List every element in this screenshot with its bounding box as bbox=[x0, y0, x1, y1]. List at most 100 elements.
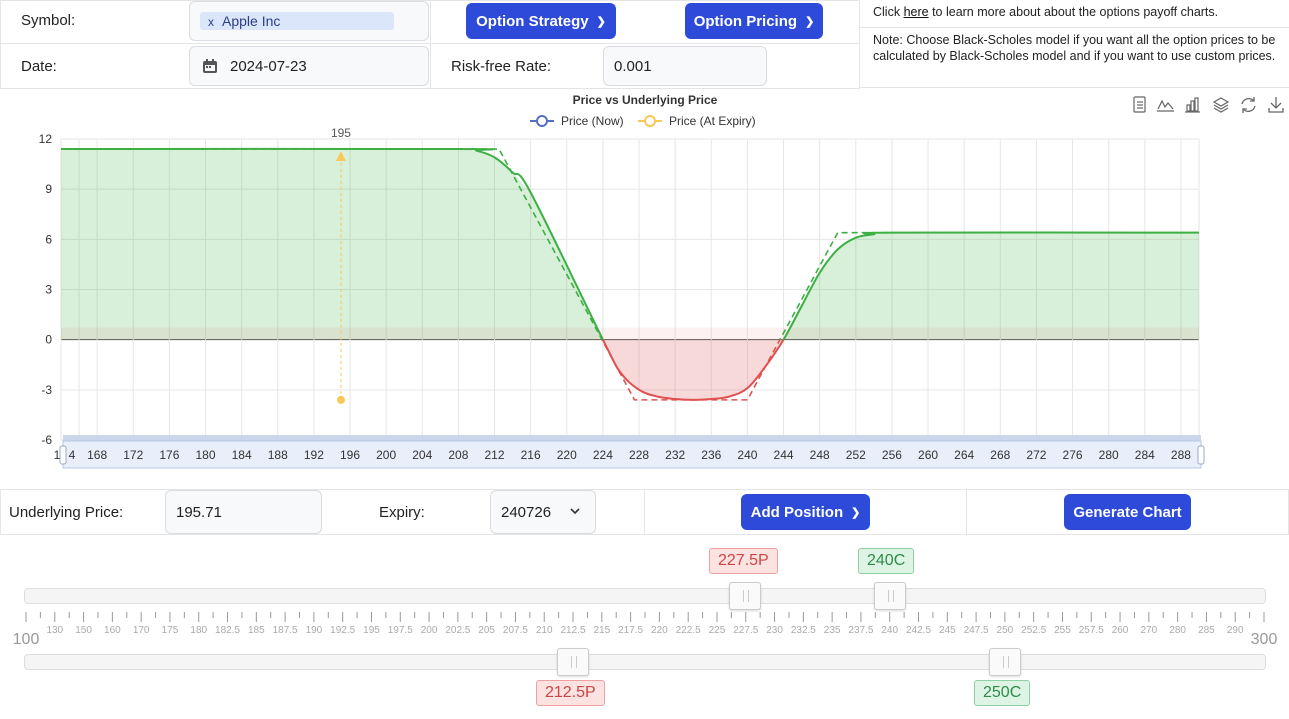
price-marker-label: 195 bbox=[331, 126, 351, 140]
info-post: to learn more about about the options pa… bbox=[928, 5, 1219, 19]
payoff-chart[interactable]: Price vs Underlying Price Price (Now) Pric… bbox=[0, 89, 1289, 489]
x-tick-label: 216 bbox=[521, 448, 541, 462]
x-tick-label: 228 bbox=[629, 448, 649, 462]
x-tick-label: 172 bbox=[123, 448, 143, 462]
y-tick-label: 3 bbox=[45, 283, 52, 297]
scale-label: 190 bbox=[306, 625, 323, 636]
data-view-icon[interactable] bbox=[1133, 96, 1146, 113]
x-tick-label: 280 bbox=[1099, 448, 1119, 462]
underlying-input[interactable]: 195.71 bbox=[165, 490, 322, 534]
scale-label: 237.5 bbox=[848, 625, 873, 636]
x-tick-label: 260 bbox=[918, 448, 938, 462]
x-tick-label: 212 bbox=[485, 448, 505, 462]
rate-value: 0.001 bbox=[614, 57, 652, 75]
x-tick-label: 224 bbox=[593, 448, 613, 462]
x-tick-label: 288 bbox=[1171, 448, 1191, 462]
slider-track-bottom[interactable] bbox=[24, 654, 1266, 670]
stack-icon[interactable] bbox=[1212, 97, 1230, 113]
symbol-label: Symbol: bbox=[21, 12, 76, 29]
date-input[interactable]: 2024-07-23 bbox=[189, 46, 429, 86]
option-pricing-button[interactable]: Option Pricing ❯ bbox=[685, 3, 823, 39]
scale-label: 225 bbox=[709, 625, 726, 636]
date-label: Date: bbox=[21, 58, 57, 75]
series-now-line bbox=[61, 147, 1199, 340]
scale-label: 220 bbox=[651, 625, 668, 636]
scale-label: 160 bbox=[104, 625, 121, 636]
slider-track-top[interactable] bbox=[24, 588, 1266, 604]
scale-label: 187.5 bbox=[273, 625, 298, 636]
scale-label: 230 bbox=[766, 625, 783, 636]
calendar-icon bbox=[202, 58, 218, 74]
scale-label: 210 bbox=[536, 625, 553, 636]
scale-label: 205 bbox=[478, 625, 495, 636]
y-tick-label: 0 bbox=[45, 333, 52, 347]
underlying-value: 195.71 bbox=[176, 503, 222, 521]
scale-max-label: 300 bbox=[1251, 631, 1278, 648]
controls-divider-2 bbox=[966, 489, 967, 535]
x-tick-label: 284 bbox=[1135, 448, 1155, 462]
x-tick-label: 184 bbox=[232, 448, 252, 462]
legend-label: Price (At Expiry) bbox=[669, 114, 756, 128]
scale-label: 202.5 bbox=[445, 625, 470, 636]
scale-label: 240 bbox=[881, 625, 898, 636]
info-note: Note: Choose Black-Scholes model if you … bbox=[873, 33, 1276, 63]
slider-tag-240C: 240C bbox=[858, 548, 915, 574]
y-tick-label: 12 bbox=[39, 132, 53, 146]
chevron-down-icon: ❯ bbox=[851, 506, 861, 519]
x-tick-label: 208 bbox=[448, 448, 468, 462]
expiry-select[interactable]: 240726 bbox=[490, 490, 596, 534]
generate-chart-button[interactable]: Generate Chart bbox=[1064, 494, 1191, 530]
scale-label: 285 bbox=[1198, 625, 1215, 636]
x-tick-label: 252 bbox=[846, 448, 866, 462]
refresh-icon[interactable] bbox=[1241, 97, 1256, 113]
symbol-chip: x Apple Inc bbox=[200, 12, 394, 30]
chip-remove-icon[interactable]: x bbox=[208, 15, 214, 29]
option-strategy-button[interactable]: Option Strategy ❯ bbox=[466, 3, 616, 39]
line-chart-icon[interactable] bbox=[1157, 99, 1174, 112]
add-position-label: Add Position bbox=[750, 503, 844, 521]
scale-label: 280 bbox=[1169, 625, 1186, 636]
slider-handle-250C[interactable] bbox=[989, 648, 1021, 676]
slider-handle-227.5P[interactable] bbox=[729, 582, 761, 610]
scale-label: 130 bbox=[46, 625, 63, 636]
bar-chart-icon[interactable] bbox=[1185, 97, 1200, 113]
scale-label: 197.5 bbox=[388, 625, 413, 636]
scale-label: 150 bbox=[75, 625, 92, 636]
x-tick-label: 276 bbox=[1063, 448, 1083, 462]
slider-handle-240C[interactable] bbox=[874, 582, 906, 610]
download-icon[interactable] bbox=[1268, 97, 1284, 113]
y-tick-label: -3 bbox=[41, 383, 52, 397]
scale-label: 180 bbox=[190, 625, 207, 636]
chevron-down-icon: ❯ bbox=[805, 15, 815, 28]
legend-marker bbox=[644, 115, 656, 127]
info-pre: Click bbox=[873, 5, 904, 19]
profit-area bbox=[61, 149, 1199, 340]
x-tick-label: 204 bbox=[412, 448, 432, 462]
scale-label: 195 bbox=[363, 625, 380, 636]
scale-label: 222.5 bbox=[676, 625, 701, 636]
slider-handle-212.5P[interactable] bbox=[557, 648, 589, 676]
x-tick-label: 188 bbox=[268, 448, 288, 462]
symbol-select[interactable]: x Apple Inc bbox=[189, 1, 429, 41]
add-position-button[interactable]: Add Position ❯ bbox=[741, 494, 870, 530]
chevron-down-icon: ❯ bbox=[596, 15, 606, 28]
scale-label: 227.5 bbox=[733, 625, 758, 636]
help-link[interactable]: here bbox=[903, 5, 929, 19]
legend-label: Price (Now) bbox=[561, 114, 624, 128]
x-tick-label: 268 bbox=[990, 448, 1010, 462]
y-tick-label: 6 bbox=[45, 232, 52, 246]
rate-input[interactable]: 0.001 bbox=[603, 46, 767, 86]
y-tick-label: -6 bbox=[41, 433, 52, 447]
x-tick-label: 272 bbox=[1026, 448, 1046, 462]
info-divider bbox=[860, 27, 1289, 28]
slider-scale: 100 300 130 150 160 170 175 180 182.5 185 187.5 190… bbox=[13, 612, 1278, 648]
x-tick-label: 1 bbox=[54, 448, 61, 462]
scale-label: 200 bbox=[421, 625, 438, 636]
scale-label: 260 bbox=[1112, 625, 1129, 636]
chevron-down-icon bbox=[569, 504, 581, 521]
scale-label: 247.5 bbox=[964, 625, 989, 636]
scale-label: 182.5 bbox=[215, 625, 240, 636]
scale-label: 175 bbox=[162, 625, 179, 636]
rate-label: Risk-free Rate: bbox=[451, 58, 552, 75]
x-tick-label: 236 bbox=[701, 448, 721, 462]
